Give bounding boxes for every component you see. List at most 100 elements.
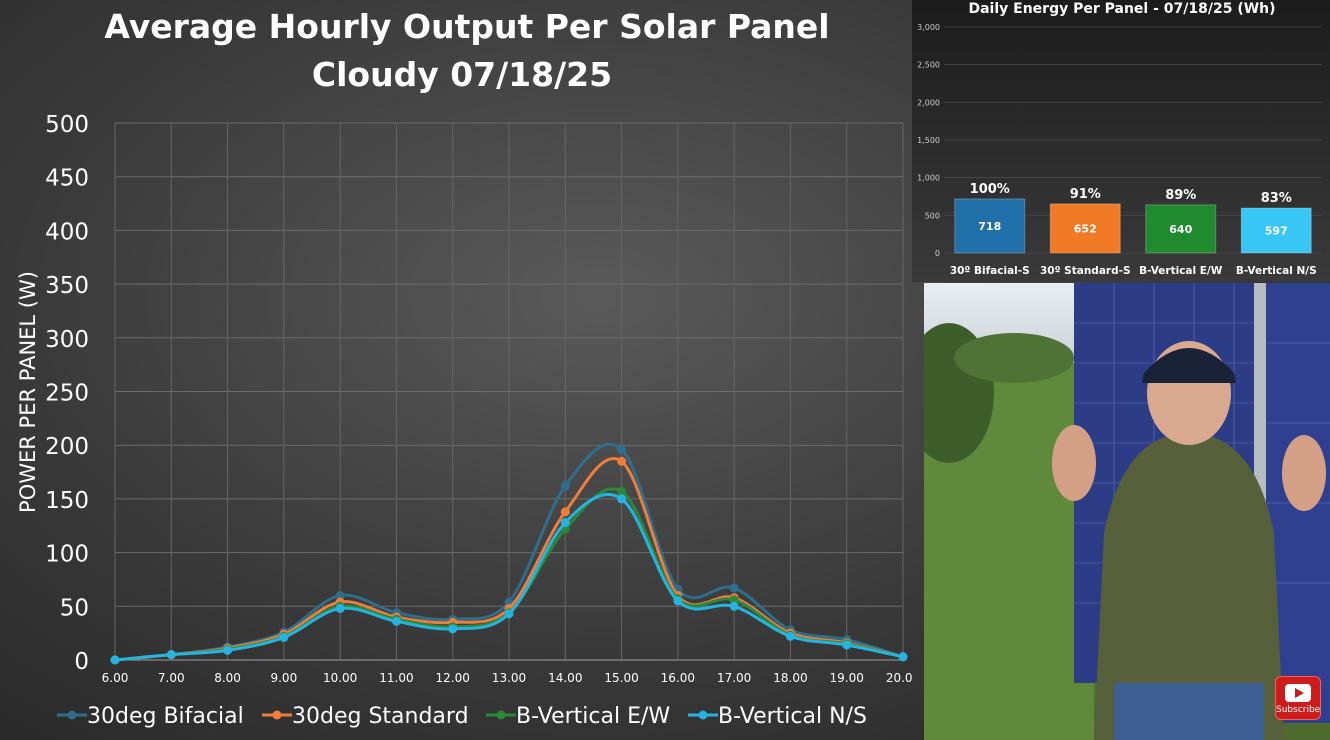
bar-y-tick-label: 2,000 (917, 98, 940, 107)
subscribe-button[interactable]: Subscribe (1275, 676, 1321, 720)
data-point (166, 650, 176, 660)
video-scene (924, 283, 1330, 740)
x-tick-label: 17.00 (717, 671, 751, 685)
chart-title-line2: Cloudy 07/18/25 (312, 55, 612, 94)
data-point (729, 583, 739, 593)
chart-gridlines (114, 122, 904, 661)
y-tick-label: 100 (45, 542, 89, 568)
series-line (114, 492, 904, 662)
data-point (560, 507, 570, 517)
legend-entry: B-Vertical E/W (486, 704, 670, 729)
data-point (448, 624, 458, 634)
right-hand (1282, 435, 1326, 511)
main-line-chart: Average Hourly Output Per Solar Panel Cl… (16, 7, 912, 729)
y-tick-label: 0 (74, 649, 89, 675)
legend-entry: 30deg Bifacial (57, 704, 244, 729)
data-point (335, 591, 345, 601)
data-point (785, 631, 795, 641)
data-point (673, 596, 683, 606)
bar-marks: 718 100% 30º Bifacial-S 652 91% 30º Standard-… (950, 182, 1317, 277)
x-tick-labels: 6.00 7.00 8.00 9.00 10.00 11.00 12.00 13.00 14.0… (102, 671, 912, 685)
y-tick-labels: 0 50 100 150 200 250 300 350 400 450 500 (45, 112, 89, 675)
x-tick-label: 20.00 (886, 671, 912, 685)
x-tick-label: 6.00 (102, 671, 129, 685)
legend-swatch-dot (496, 710, 506, 720)
bar-y-tick-label: 0 (935, 249, 940, 258)
bar-value-label: 597 (1265, 225, 1288, 238)
bar-y-tick-label: 2,500 (917, 61, 940, 70)
data-point (898, 652, 908, 662)
x-tick-label: 19.00 (830, 671, 864, 685)
y-tick-label: 350 (45, 273, 89, 299)
treeline (954, 333, 1074, 383)
x-tick-label: 16.00 (661, 671, 695, 685)
data-point (391, 616, 401, 626)
legend-swatch-dot (272, 710, 282, 720)
legend-entry: 30deg Standard (262, 704, 469, 729)
y-tick-label: 150 (45, 488, 89, 514)
data-point (617, 486, 627, 496)
legend-label: 30deg Bifacial (87, 704, 244, 729)
data-point (560, 518, 570, 528)
y-tick-label: 300 (45, 327, 89, 353)
subscribe-label: Subscribe (1276, 705, 1321, 715)
bar-percent-label: 89% (1165, 188, 1196, 203)
bar-rect (954, 198, 1026, 254)
person-jeans (1114, 683, 1264, 740)
x-tick-label: 14.00 (548, 671, 582, 685)
data-point (223, 645, 233, 655)
daily-energy-bar-chart: Daily Energy Per Panel - 07/18/25 (Wh) 0… (917, 1, 1322, 277)
x-tick-label: 12.00 (436, 671, 470, 685)
bar-gridlines (944, 26, 1322, 254)
bar-category-label: B-Vertical E/W (1139, 265, 1223, 277)
x-tick-label: 10.00 (323, 671, 357, 685)
legend-label: 30deg Standard (292, 704, 469, 729)
y-tick-label: 200 (45, 434, 89, 460)
chart-series (110, 442, 908, 665)
data-point (617, 494, 627, 504)
legend-entry: B-Vertical N/S (688, 704, 867, 729)
bar-3: 597 83% B-Vertical N/S (1236, 191, 1317, 277)
y-tick-label: 250 (45, 381, 89, 407)
legend-swatch-dot (698, 710, 708, 720)
bar-0: 718 100% 30º Bifacial-S (950, 182, 1030, 277)
bar-y-tick-label: 3,000 (917, 23, 940, 32)
x-tick-label: 11.00 (379, 671, 413, 685)
x-tick-label: 18.00 (773, 671, 807, 685)
y-tick-label: 400 (45, 219, 89, 245)
legend-label: B-Vertical N/S (718, 704, 867, 729)
data-point (279, 632, 289, 642)
data-point (729, 601, 739, 611)
x-tick-label: 7.00 (158, 671, 185, 685)
y-axis-label: POWER PER PANEL (W) (16, 271, 40, 513)
data-point (842, 640, 852, 650)
data-point (617, 456, 627, 466)
data-point (335, 603, 345, 613)
bar-2: 640 89% B-Vertical E/W (1139, 188, 1223, 277)
bar-category-label: B-Vertical N/S (1236, 265, 1317, 277)
bar-y-tick-label: 1,000 (917, 174, 940, 183)
series-b-vertical-n-s (110, 492, 908, 665)
bar-rect (1240, 207, 1312, 254)
bar-value-label: 718 (978, 220, 1001, 233)
bar-value-label: 640 (1169, 223, 1192, 236)
person-cap (1142, 348, 1236, 383)
chart-title-line1: Average Hourly Output Per Solar Panel (104, 7, 829, 46)
bar-y-tick-labels: 0 500 1,000 1,500 2,000 2,500 3,000 (917, 23, 940, 258)
x-tick-label: 8.00 (214, 671, 241, 685)
x-tick-label: 13.00 (492, 671, 526, 685)
data-point (560, 481, 570, 491)
bar-rect (1145, 204, 1217, 254)
bar-category-label: 30º Standard-S (1040, 265, 1131, 277)
data-point (729, 595, 739, 605)
data-point (504, 609, 514, 619)
presenter-video[interactable] (924, 283, 1330, 740)
bar-value-label: 652 (1074, 222, 1097, 235)
data-point (617, 444, 627, 454)
bar-percent-label: 91% (1070, 187, 1101, 202)
data-point (110, 655, 120, 665)
legend-label: B-Vertical E/W (516, 704, 670, 729)
bar-y-tick-label: 500 (925, 211, 940, 220)
bar-chart-title: Daily Energy Per Panel - 07/18/25 (Wh) (968, 1, 1275, 17)
chart-legend: 30deg Bifacial 30deg Standard B-Vertical E… (57, 704, 867, 729)
